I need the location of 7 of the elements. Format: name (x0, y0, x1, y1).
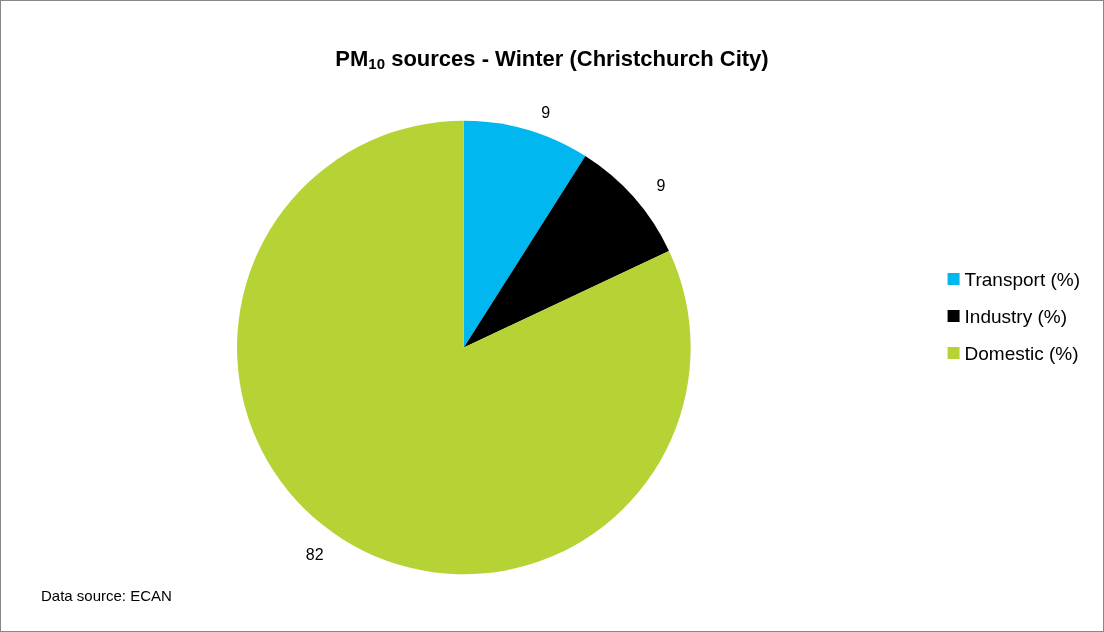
legend-label: Domestic (%) (964, 342, 1079, 364)
legend-label: Industry (%) (964, 305, 1067, 327)
data-label: 9 (541, 103, 551, 121)
data-label: 82 (305, 545, 324, 563)
data-label: 9 (656, 177, 666, 195)
source-note: Data source: ECAN (41, 587, 172, 604)
legend-label: Transport (%) (964, 268, 1081, 290)
